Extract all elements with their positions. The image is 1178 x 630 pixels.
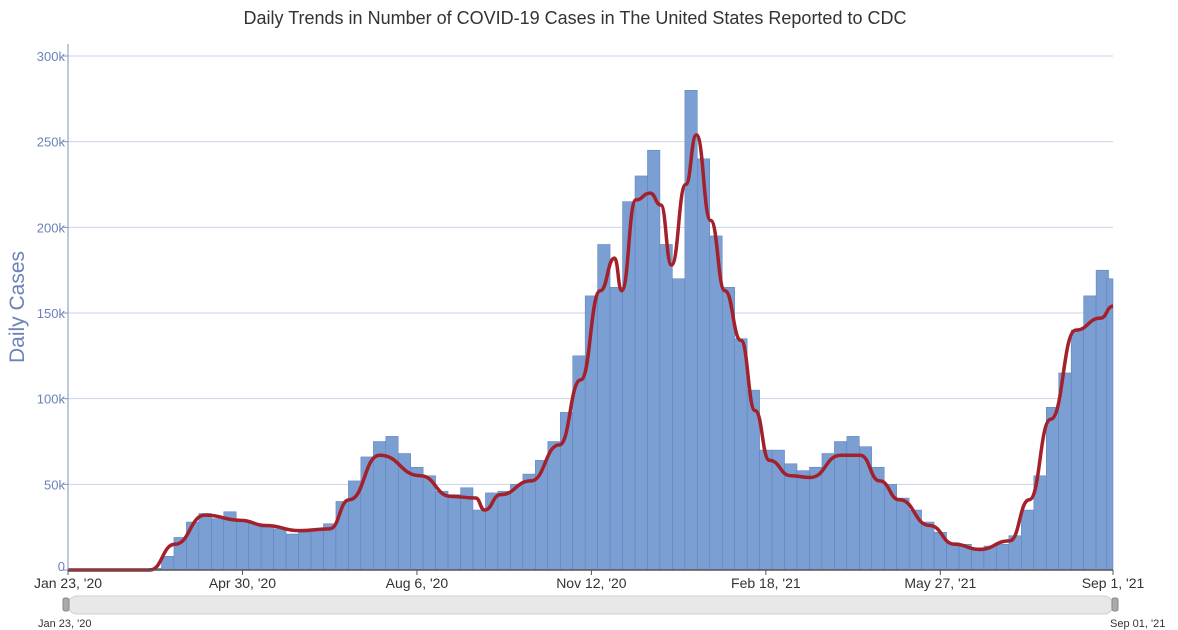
bar — [896, 497, 910, 571]
bar — [921, 521, 935, 571]
range-slider-track[interactable] — [67, 595, 1114, 615]
bar — [1106, 278, 1114, 571]
y-tick-label: 150k — [37, 306, 66, 321]
range-slider[interactable]: Jan 23, '20 Sep 01, '21 — [38, 595, 1165, 630]
bar — [809, 466, 823, 571]
y-tick-label: 50k — [44, 477, 65, 492]
bar — [796, 470, 810, 571]
y-tick-label: 100k — [37, 392, 66, 407]
y-axis-ticks: 0 50k 100k 150k 200k 250k 300k — [37, 49, 68, 574]
bar — [597, 244, 611, 571]
bar — [672, 278, 686, 571]
bar — [298, 532, 312, 571]
y-tick-label: 300k — [37, 49, 66, 64]
bar — [460, 487, 474, 571]
bar — [260, 526, 274, 571]
bar — [248, 523, 262, 571]
bar — [1070, 329, 1084, 571]
bar — [273, 528, 287, 571]
bar — [1021, 509, 1035, 571]
range-slider-end-label: Sep 01, '21 — [1110, 618, 1165, 630]
x-tick-label: Sep 1, '21 — [1082, 575, 1145, 591]
bar — [472, 509, 486, 571]
bar — [659, 244, 673, 571]
bar — [510, 484, 524, 571]
x-tick-label: Apr 30, '20 — [209, 575, 276, 591]
bar — [422, 475, 436, 571]
bar — [834, 441, 848, 571]
y-tick-label: 200k — [37, 220, 66, 235]
range-slider-left-handle[interactable] — [62, 597, 70, 612]
seven-day-average-line — [68, 133, 1114, 572]
x-tick-label: Aug 6, '20 — [386, 575, 449, 591]
bar — [609, 287, 623, 571]
y-tick-label: 0 — [58, 559, 65, 574]
bar — [373, 441, 387, 571]
x-tick-label: May 27, '21 — [904, 575, 976, 591]
bar — [697, 158, 711, 571]
bar-series — [136, 90, 1114, 571]
bar — [634, 175, 648, 571]
bar — [1083, 295, 1097, 571]
bar — [522, 473, 536, 571]
x-axis-ticks: Jan 23, '20 Apr 30, '20 Aug 6, '20 Nov 12, … — [34, 570, 1145, 591]
range-slider-start-label: Jan 23, '20 — [38, 618, 91, 630]
bar — [721, 287, 735, 571]
bar — [734, 338, 748, 571]
bar — [410, 466, 424, 571]
bar — [198, 513, 212, 571]
x-tick-label: Feb 18, '21 — [731, 575, 801, 591]
x-tick-label: Jan 23, '20 — [34, 575, 102, 591]
bar — [946, 542, 960, 571]
y-axis-label: Daily Cases — [6, 251, 29, 363]
bar — [235, 520, 249, 571]
bar — [1045, 406, 1059, 571]
bar — [310, 530, 324, 571]
bar — [784, 463, 798, 571]
bar — [996, 544, 1010, 571]
y-tick-label: 250k — [37, 135, 66, 150]
bar — [285, 533, 299, 571]
x-tick-label: Nov 12, '20 — [556, 575, 627, 591]
bar — [547, 441, 561, 571]
bar — [447, 494, 461, 571]
bar — [211, 518, 225, 571]
bar — [759, 449, 773, 571]
bar — [1058, 372, 1072, 571]
bar — [647, 149, 661, 571]
bar — [435, 490, 449, 571]
bar — [497, 490, 511, 571]
chart-title: Daily Trends in Number of COVID-19 Cases… — [244, 8, 907, 28]
range-slider-right-handle[interactable] — [1111, 597, 1119, 612]
